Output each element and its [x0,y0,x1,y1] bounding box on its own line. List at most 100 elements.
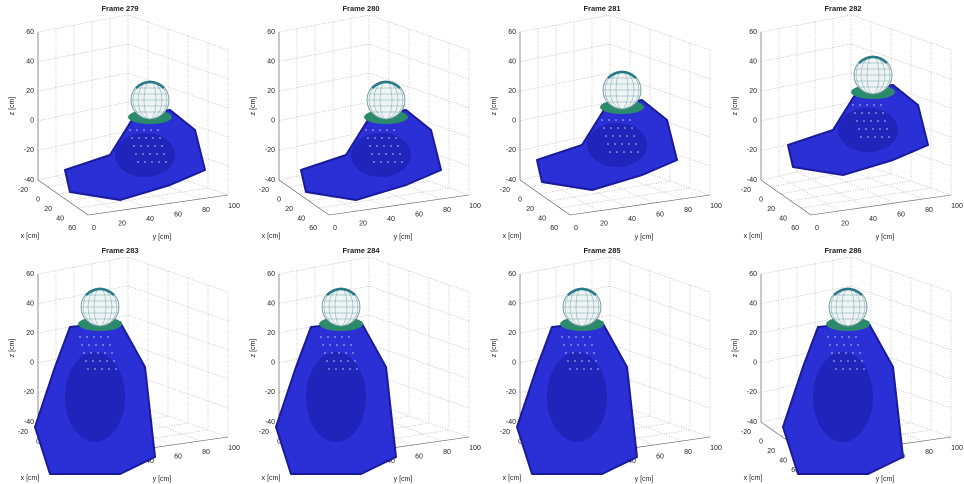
marker-dot [100,336,102,338]
box-edge [37,179,89,216]
panel-title: Frame 280 [342,4,379,13]
marker-dot [630,151,632,153]
marker-dot [367,137,369,139]
sphere-cap [85,287,115,296]
voxel-shade [587,123,647,167]
x-tick-label: 40 [538,215,546,222]
x-tick-label: 0 [36,196,40,203]
grid-line [127,343,229,380]
marker-dot [623,151,625,153]
marker-dot [340,360,342,362]
x-tick-label: 0 [277,438,281,445]
marker-dot [612,135,614,137]
grid-line [609,256,711,293]
marker-dot [131,137,133,139]
marker-dot [101,368,103,370]
marker-dot [601,119,603,121]
marker-dot [88,344,90,346]
grid-line [850,14,952,51]
grid-line [127,256,229,293]
marker-dot [615,119,617,121]
grid-line [278,256,370,275]
z-tick-label: 40 [749,58,757,65]
marker-dot [334,336,336,338]
grid-line [519,101,611,122]
box-edge [569,194,711,216]
marker-dot [111,352,113,354]
marker-dot [338,352,340,354]
z-tick-label: 40 [26,58,34,65]
panel: Frame 281 60 40 20 0 -20 -40 -20 0 20 40 60 0 20 40 60 8… [491,4,722,241]
z-tick-label: 20 [508,88,516,95]
grid-line [350,405,442,442]
grid-line [127,314,229,351]
grid-line [519,159,611,181]
panel-title: Frame 286 [824,246,861,255]
marker-dot [886,128,888,130]
marker-dot [608,119,610,121]
marker-dot [859,104,861,106]
grid-line [800,187,932,209]
x-tick-label: 0 [277,196,281,203]
marker-dot [595,360,597,362]
grid-line [814,167,896,204]
marker-dot [108,368,110,370]
marker-dot [87,368,89,370]
marker-dot [348,336,350,338]
marker-dot [86,336,88,338]
marker-dot [371,153,373,155]
z-tick-label: 20 [267,88,275,95]
marker-dot [147,145,149,147]
z-tick-label: 20 [26,88,34,95]
panel-title: Frame 282 [824,4,861,13]
grid-line [332,167,414,204]
marker-dot [866,104,868,106]
grid-line [127,72,229,109]
sphere-cap [326,287,356,296]
marker-dot [154,145,156,147]
x-tick-label: -20 [741,187,751,194]
grid-line [559,187,691,209]
z-tick-label: 40 [26,300,34,307]
marker-dot [107,336,109,338]
y-tick-label: 80 [443,207,451,214]
z-tick-label: 60 [267,29,275,36]
marker-dot [399,153,401,155]
grid-line [37,159,129,181]
marker-dot [378,153,380,155]
marker-dot [577,344,579,346]
y-tick-label: 100 [469,445,481,452]
marker-dot [877,120,879,122]
sphere-cap [567,287,597,296]
marker-dot [829,344,831,346]
marker-dot [144,161,146,163]
marker-dot [320,336,322,338]
marker-dot [365,129,367,131]
marker-dot [872,128,874,130]
marker-dot [113,360,115,362]
marker-dot [99,360,101,362]
z-tick-label: -20 [265,389,275,396]
marker-dot [631,127,633,129]
z-tick-label: -20 [24,147,34,154]
marker-dot [861,112,863,114]
grid-line [573,167,655,204]
marker-dot [136,129,138,131]
marker-dot [572,352,574,354]
marker-dot [151,161,153,163]
grid-line [278,14,370,33]
z-axis-label: z [cm] [250,97,257,116]
marker-dot [609,151,611,153]
marker-dot [868,112,870,114]
x-tick-label: 20 [767,448,775,455]
z-tick-label: 60 [26,271,34,278]
marker-dot [156,153,158,155]
marker-dot [85,360,87,362]
panel-title: Frame 285 [583,246,620,255]
grid-line [37,256,129,275]
marker-dot [858,128,860,130]
grid-line [549,180,671,202]
y-tick-label: 100 [710,203,722,210]
grid-line [760,401,852,423]
marker-dot [881,136,883,138]
